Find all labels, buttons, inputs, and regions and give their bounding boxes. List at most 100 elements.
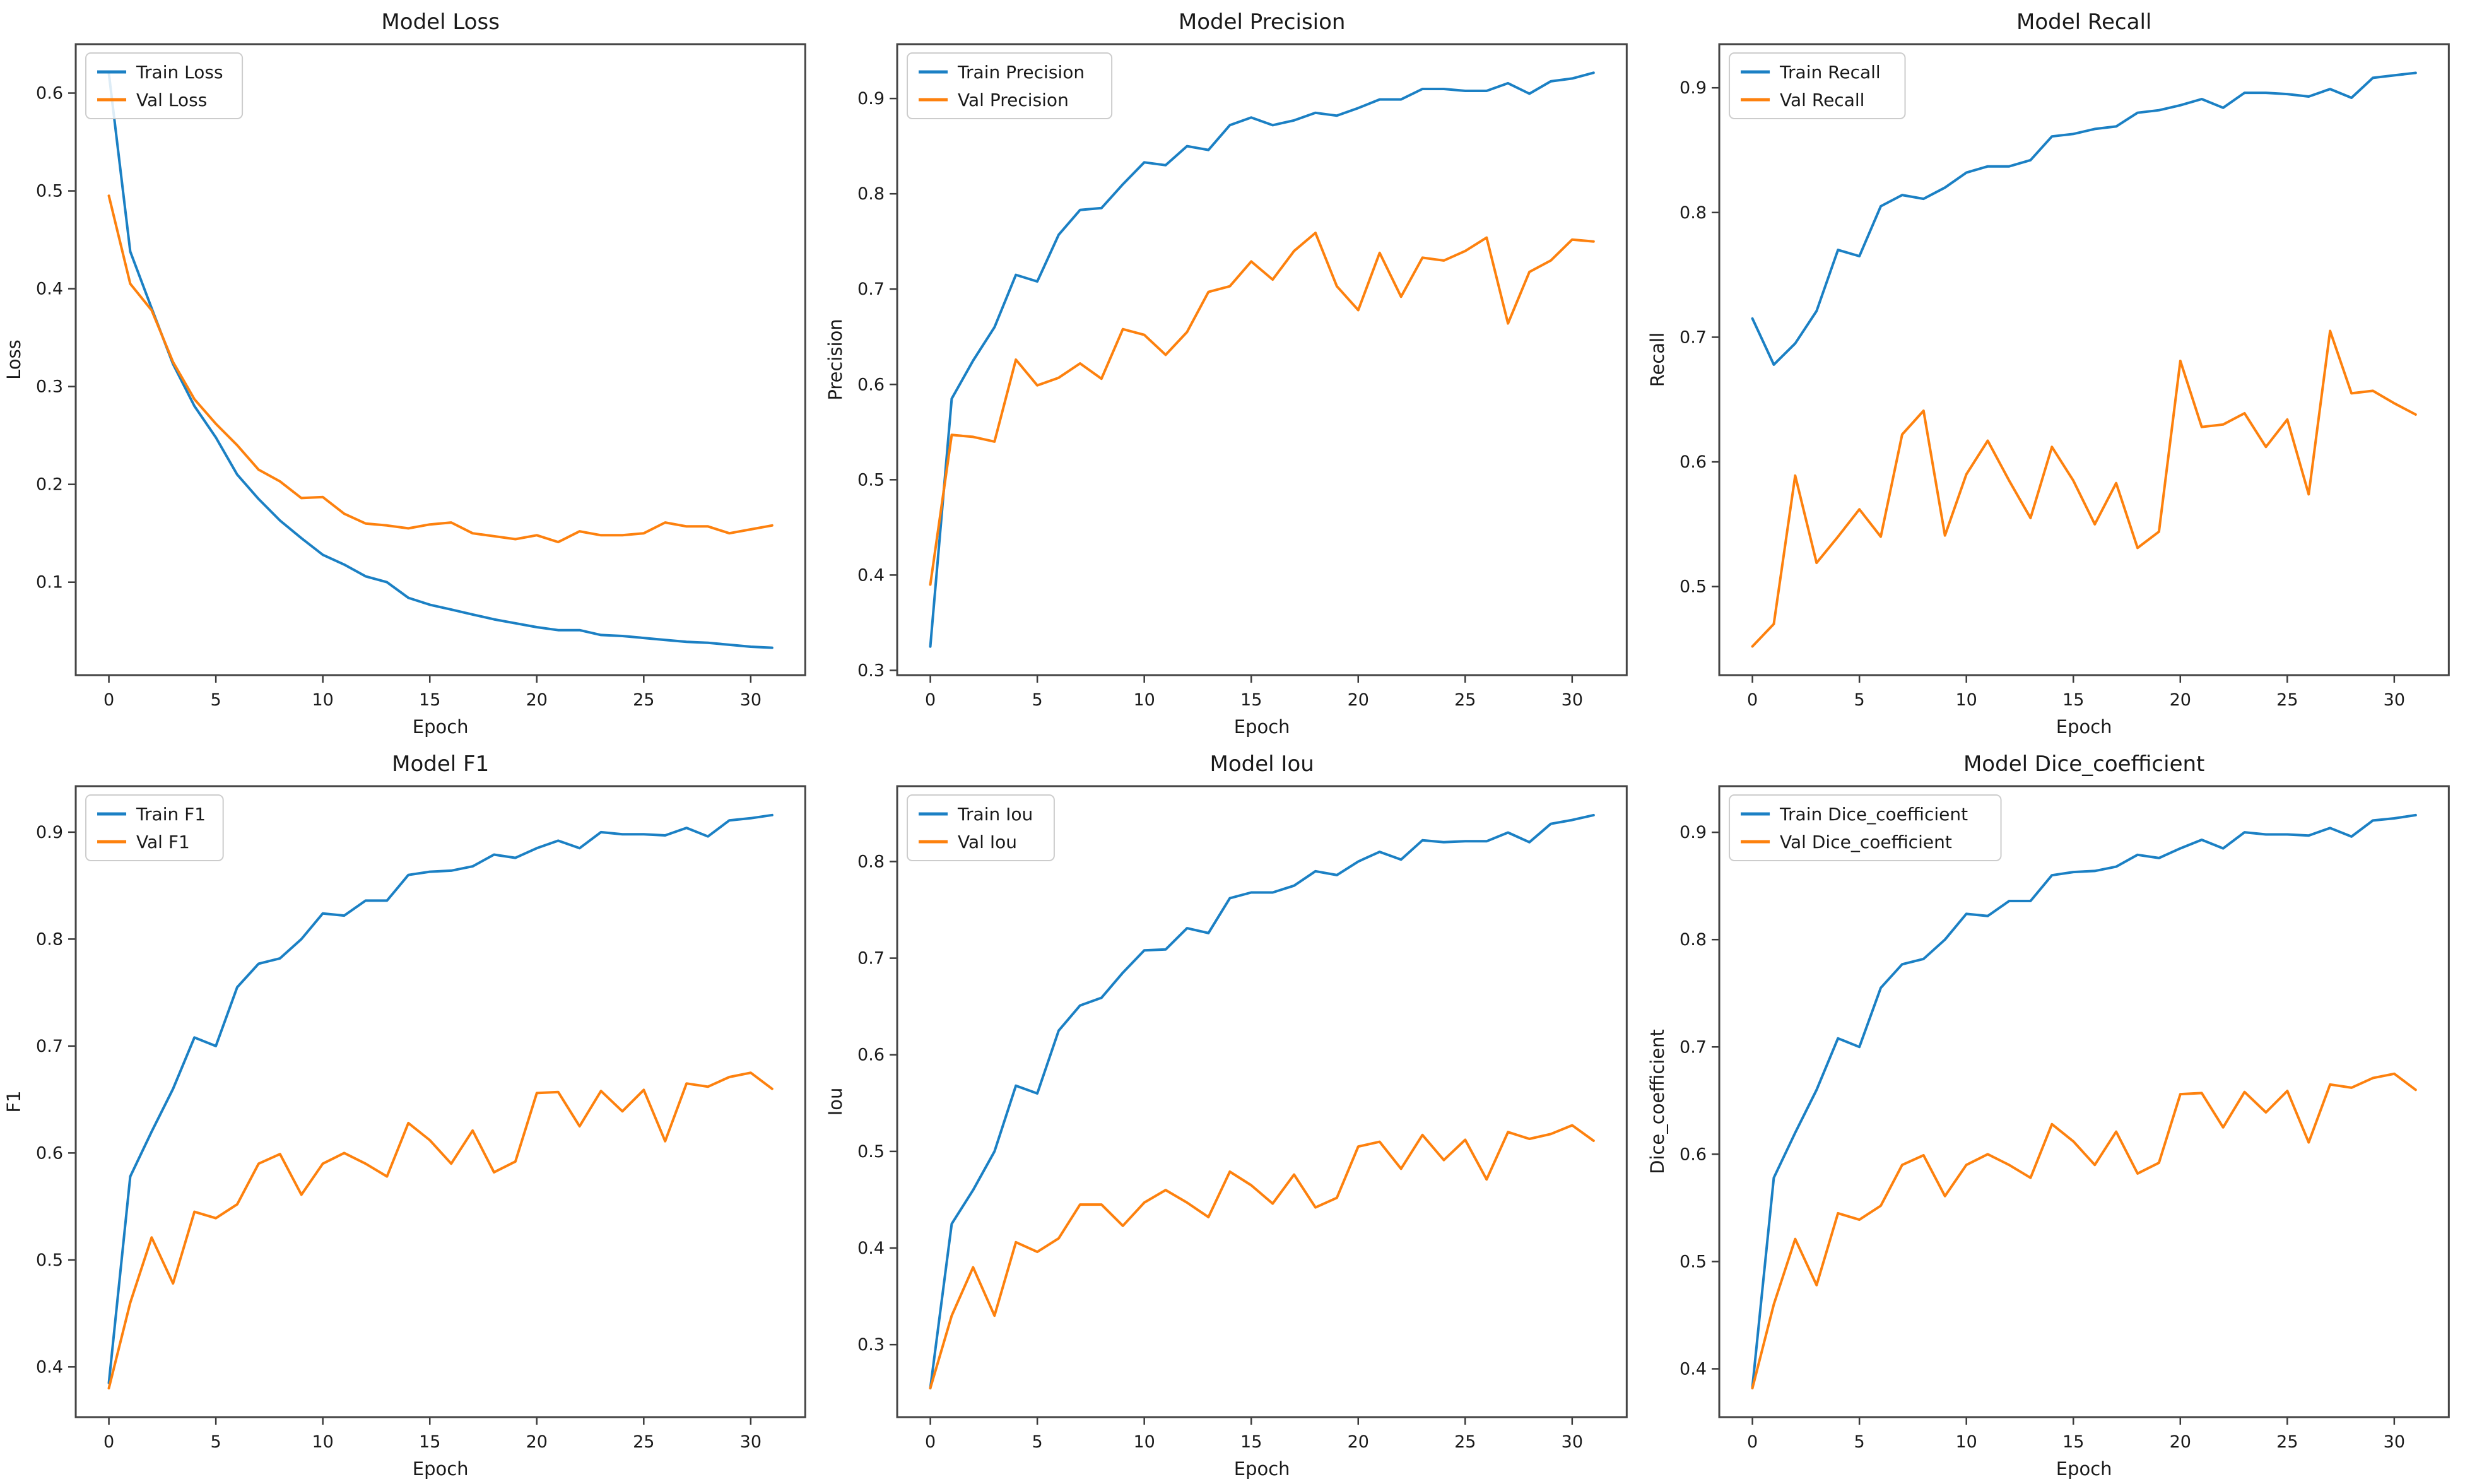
x-tick-label: 5 xyxy=(1032,690,1043,710)
train-dice-coefficient-line xyxy=(1751,813,2417,1389)
legend-label-train-iou: Train Iou xyxy=(957,804,1033,825)
x-axis-label: Epoch xyxy=(413,1458,469,1480)
x-tick-label: 5 xyxy=(1032,1432,1043,1452)
y-tick-label: 0.8 xyxy=(857,184,885,204)
y-tick-label: 0.9 xyxy=(36,823,63,842)
y-tick-label: 0.7 xyxy=(857,949,885,969)
x-tick-label: 0 xyxy=(103,690,114,710)
legend-label-val-dice-coefficient: Val Dice_coefficient xyxy=(1780,832,1952,852)
chart-model-f1: Model F1 0 5 10 15 20 25 30 0.4 0.5 0.6 0.7 0.8 0.9 Ep… xyxy=(3,751,806,1480)
x-tick-label: 0 xyxy=(1747,690,1758,710)
x-tick-label: 25 xyxy=(633,690,654,710)
val-dice-coefficient-line xyxy=(1751,1072,2417,1390)
x-tick-label: 25 xyxy=(1454,1432,1476,1452)
y-tick-label: 0.5 xyxy=(1680,577,1707,597)
x-tick-label: 20 xyxy=(2169,1432,2191,1452)
x-tick-label: 10 xyxy=(1134,690,1155,710)
legend: Train Dice_coefficient Val Dice_coefficie… xyxy=(1728,794,2002,861)
legend-box xyxy=(907,52,1113,119)
x-tick-label: 0 xyxy=(925,690,936,710)
x-tick-label: 5 xyxy=(211,690,221,710)
x-tick-label: 15 xyxy=(419,690,440,710)
y-axis-label: Recall xyxy=(1647,333,1668,387)
chart-cell-model-f1: Model F1 0 5 10 15 20 25 30 0.4 0.5 0.6 0.7 0.8 0.9 Ep… xyxy=(0,742,821,1484)
legend-label-val-f1: Val F1 xyxy=(136,832,190,852)
x-tick-label: 15 xyxy=(419,1432,440,1452)
chart-title: Model Precision xyxy=(1179,9,1346,35)
chart-title: Model Loss xyxy=(381,9,499,35)
y-axis-label: Loss xyxy=(3,339,25,380)
x-tick-label: 10 xyxy=(1955,1432,1977,1452)
legend-label-val-loss: Val Loss xyxy=(136,90,207,110)
chart-cell-model-iou: Model Iou 0 5 10 15 20 25 30 0.3 0.4 0.5 0.6 0.7 0.8 E… xyxy=(821,742,1643,1484)
y-tick-label: 0.7 xyxy=(1680,1037,1707,1057)
legend-label-val-recall: Val Recall xyxy=(1780,90,1864,110)
x-tick-label: 25 xyxy=(1454,690,1476,710)
val-precision-line xyxy=(929,232,1596,586)
chart-model-precision: Model Precision 0 5 10 15 20 25 30 0.3 0.4 0.5 0.6 0… xyxy=(825,9,1628,738)
y-tick-label: 0.9 xyxy=(1680,78,1707,98)
plot-border xyxy=(1718,43,2450,676)
x-tick-label: 25 xyxy=(633,1432,654,1452)
y-tick-label: 0.7 xyxy=(857,280,885,299)
x-tick-label: 10 xyxy=(312,1432,333,1452)
y-tick-label: 0.6 xyxy=(857,1045,885,1065)
x-tick-label: 25 xyxy=(2276,1432,2298,1452)
y-tick-label: 0.5 xyxy=(857,1142,885,1162)
legend: Train Iou Val Iou xyxy=(907,794,1056,861)
legend-label-val-iou: Val Iou xyxy=(958,832,1017,852)
plot-border xyxy=(74,785,806,1418)
val-loss-line xyxy=(107,194,774,544)
y-axis-label: Precision xyxy=(825,319,846,400)
legend-box xyxy=(85,52,244,119)
x-tick-label: 15 xyxy=(2062,1432,2084,1452)
y-axis-label: Iou xyxy=(825,1088,846,1116)
train-loss-line xyxy=(107,72,774,649)
legend-label-train-dice-coefficient: Train Dice_coefficient xyxy=(1779,804,1968,825)
y-tick-label: 0.9 xyxy=(857,89,885,109)
x-tick-label: 30 xyxy=(740,1432,762,1452)
y-tick-label: 0.8 xyxy=(1680,203,1707,223)
y-tick-label: 0.5 xyxy=(36,1251,63,1270)
chart-cell-model-dice-coefficient: Model Dice_coefficient 0 5 10 15 20 25 30 0.4 0.5… xyxy=(1644,742,2465,1484)
chart-title: Model Dice_coefficient xyxy=(1963,751,2204,777)
y-tick-label: 0.6 xyxy=(857,375,885,394)
train-f1-line xyxy=(107,813,774,1384)
val-iou-line xyxy=(929,1124,1596,1390)
y-tick-label: 0.1 xyxy=(36,573,63,592)
chart-title: Model Iou xyxy=(1210,751,1314,777)
y-tick-label: 0.6 xyxy=(36,1143,63,1163)
x-axis-label: Epoch xyxy=(1234,716,1290,738)
x-tick-label: 10 xyxy=(312,690,333,710)
x-tick-label: 15 xyxy=(1240,690,1262,710)
x-tick-label: 10 xyxy=(1955,690,1977,710)
legend-box xyxy=(85,794,224,861)
x-tick-label: 30 xyxy=(1562,690,1583,710)
legend-label-train-f1: Train F1 xyxy=(136,804,206,825)
x-axis-label: Epoch xyxy=(2056,1458,2112,1480)
x-tick-label: 30 xyxy=(2383,690,2404,710)
y-tick-label: 0.8 xyxy=(1680,930,1707,950)
x-tick-label: 10 xyxy=(1134,1432,1155,1452)
x-tick-label: 0 xyxy=(1747,1432,1758,1452)
legend-box xyxy=(907,794,1056,861)
val-f1-line xyxy=(107,1071,774,1390)
y-tick-label: 0.4 xyxy=(857,1239,885,1258)
y-tick-label: 0.6 xyxy=(1680,1145,1707,1164)
chart-model-recall: Model Recall 0 5 10 15 20 25 30 0.5 0.6 0.7 0.8 0.9 E… xyxy=(1647,9,2450,738)
chart-title: Model F1 xyxy=(392,751,489,777)
x-axis-label: Epoch xyxy=(1234,1458,1290,1480)
train-iou-line xyxy=(929,813,1596,1390)
y-tick-label: 0.8 xyxy=(857,852,885,871)
x-tick-label: 0 xyxy=(925,1432,936,1452)
legend-label-val-precision: Val Precision xyxy=(958,90,1069,110)
chart-cell-model-precision: Model Precision 0 5 10 15 20 25 30 0.3 0.4 0.5 0.6 0… xyxy=(821,0,1643,742)
y-tick-label: 0.7 xyxy=(1680,327,1707,347)
legend: Train F1 Val F1 xyxy=(85,794,224,861)
legend-box xyxy=(1728,794,2002,861)
y-axis-label: F1 xyxy=(3,1090,25,1112)
x-tick-label: 20 xyxy=(526,1432,548,1452)
plot-border xyxy=(74,43,806,676)
